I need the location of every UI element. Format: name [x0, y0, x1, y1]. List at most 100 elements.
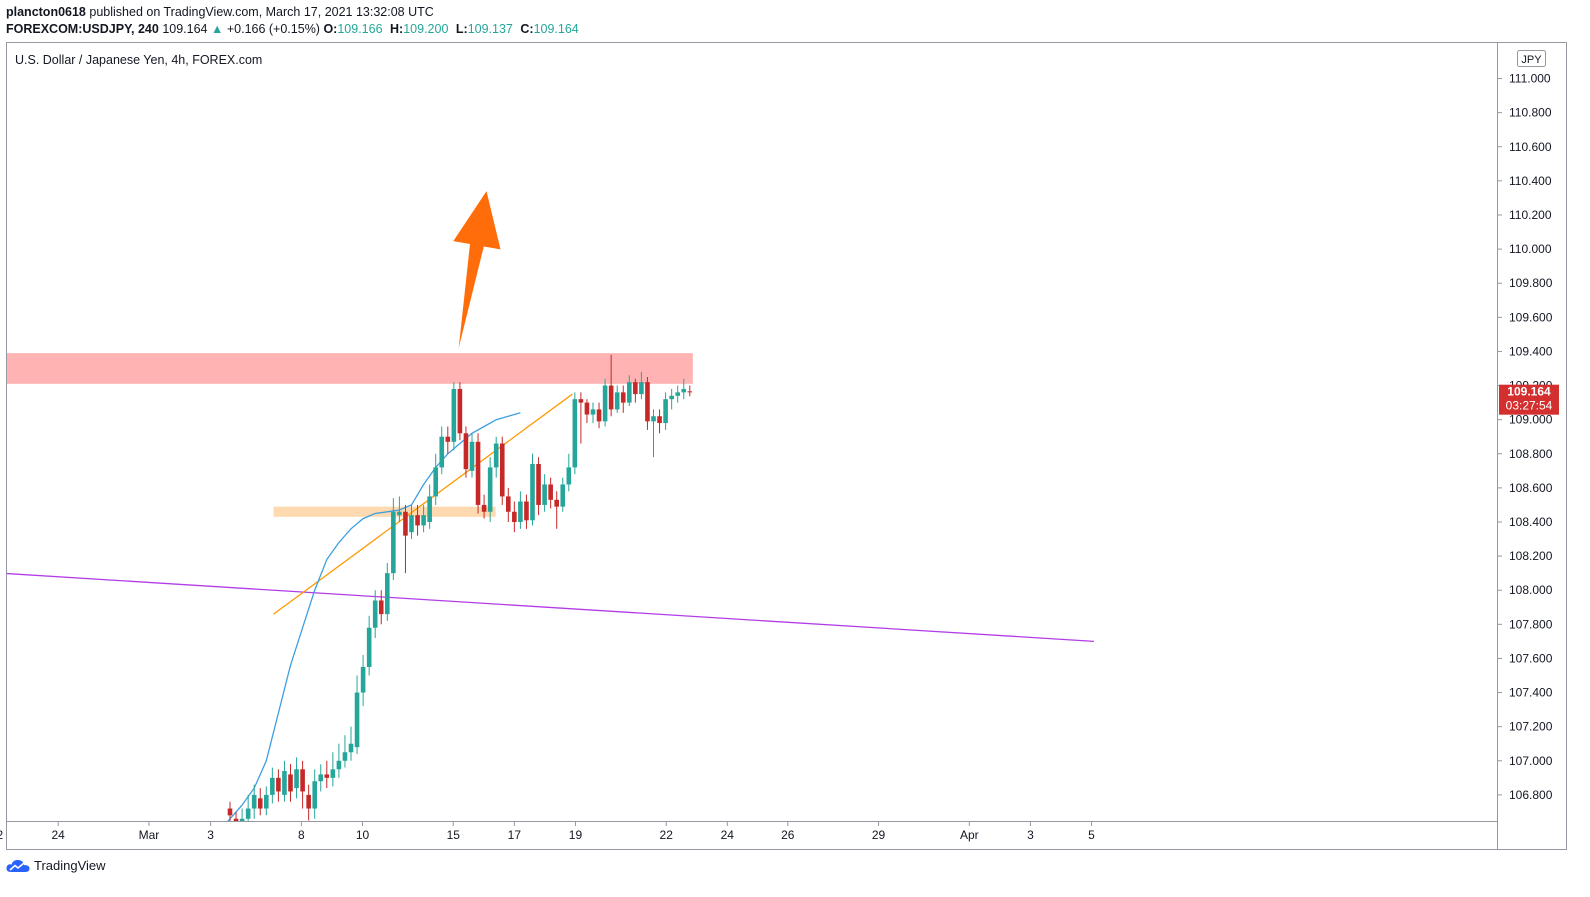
chart-title: U.S. Dollar / Japanese Yen, 4h, FOREX.co… [15, 53, 262, 67]
candle-body [294, 769, 299, 789]
candle-body [415, 515, 420, 526]
price-tick-label: 108.600 [1509, 481, 1553, 495]
bar-countdown: 03:27:54 [1506, 399, 1553, 413]
symbol-info: FOREXCOM:USDJPY, 240 109.164 ▲ +0.166 (+… [6, 22, 583, 36]
price-tick-label: 108.800 [1509, 447, 1553, 461]
up-arrow-icon [453, 191, 501, 348]
price-tick-label: 107.600 [1509, 651, 1553, 665]
time-tick-label: 29 [872, 828, 886, 842]
last-price: 109.164 [162, 22, 208, 36]
candle-body [463, 433, 469, 470]
cloud-logo-icon [6, 859, 30, 872]
price-tick-label: 109.400 [1509, 344, 1553, 358]
candle-body [282, 771, 287, 795]
candle-body [264, 794, 269, 809]
candle-body [627, 382, 632, 403]
candle-body [578, 399, 584, 403]
author-name[interactable]: plancton0618 [6, 5, 86, 19]
candle-body [566, 467, 572, 485]
candle-body [318, 774, 324, 782]
price-tick-label: 106.800 [1509, 788, 1553, 802]
candle-body [669, 395, 674, 400]
long-trendline [7, 572, 1094, 643]
price-tick-label: 110.800 [1509, 106, 1552, 120]
candle-body [530, 463, 535, 521]
low-label: L: [455, 22, 468, 36]
candle-body [554, 499, 559, 507]
candle-body [227, 808, 233, 816]
price-tick-label: 107.000 [1509, 754, 1553, 768]
price-tick-label: 111.000 [1509, 72, 1551, 86]
close-label: C: [520, 22, 534, 36]
time-tick-label: 8 [298, 828, 305, 842]
candle-body [657, 416, 662, 424]
candle-body [614, 392, 620, 410]
price-tick-label: 110.600 [1509, 140, 1552, 154]
candle-body [681, 388, 687, 393]
publish-info: plancton0618 published on TradingView.co… [6, 5, 434, 19]
candle-body [378, 600, 384, 615]
candle-body [524, 501, 529, 521]
candle-body [481, 504, 487, 512]
high-label: H: [390, 22, 404, 36]
candle-body [312, 781, 317, 809]
price-tick-label: 107.400 [1509, 686, 1553, 700]
time-tick-label: 22 [660, 828, 674, 842]
candle-body [506, 496, 511, 512]
candle-body [584, 402, 590, 415]
candle-body [300, 769, 305, 792]
candle-body [439, 436, 445, 468]
open-label: O: [323, 22, 338, 36]
footer-brand: TradingView [34, 858, 106, 873]
currency-badge[interactable]: JPY [1517, 50, 1546, 67]
candle-body [397, 511, 402, 516]
candle-body [324, 774, 330, 778]
candle-body [536, 463, 541, 505]
candle-body [385, 573, 390, 615]
time-tick-label: 24 [52, 828, 66, 842]
price-tick-label: 107.200 [1509, 720, 1553, 734]
candle-body [451, 388, 457, 442]
close-value: 109.164 [533, 22, 579, 36]
time-tick-label: 24 [721, 828, 735, 842]
candle-body [487, 467, 493, 512]
time-tick-label: 17 [508, 828, 522, 842]
candle-body [251, 794, 257, 809]
candle-body [409, 515, 414, 533]
publish-date: published on TradingView.com, March 17, … [89, 5, 434, 19]
low-value: 109.137 [467, 22, 513, 36]
uptrend-line [273, 393, 573, 615]
candle-body [445, 436, 451, 442]
time-tick-label: Mar [139, 828, 160, 842]
candle-body [602, 385, 608, 422]
currency-label: JPY [1521, 54, 1542, 66]
chart-frame [6, 42, 1567, 850]
time-tick-label: 3 [207, 828, 214, 842]
candle-body [354, 692, 360, 748]
price-tick-label: 108.000 [1509, 583, 1553, 597]
candle-body [360, 666, 366, 693]
time-tick-label: 15 [447, 828, 461, 842]
price-tick-label: 107.800 [1509, 617, 1553, 631]
candle-body [590, 409, 596, 415]
candle-body [306, 794, 311, 809]
symbol-name: FOREXCOM:USDJPY, 240 [6, 22, 159, 36]
candle-body [403, 511, 408, 536]
candle-body [288, 774, 293, 792]
candle-body [342, 752, 348, 761]
candle-body [475, 441, 481, 505]
candle-body [270, 777, 275, 795]
candle-body [572, 399, 578, 468]
tradingview-logo[interactable]: TradingView [6, 858, 106, 873]
candle-body [687, 391, 693, 393]
price-tick-label: 110.400 [1509, 174, 1552, 188]
time-tick-label: 10 [356, 828, 370, 842]
currency-badge-frame [1517, 50, 1546, 67]
candle-body [639, 382, 644, 395]
time-tick-label: 22 [0, 828, 3, 842]
time-tick-label: 19 [569, 828, 583, 842]
last-price-value: 109.164 [1507, 385, 1551, 399]
candle-body [651, 416, 656, 422]
moving-average-line [227, 412, 521, 821]
